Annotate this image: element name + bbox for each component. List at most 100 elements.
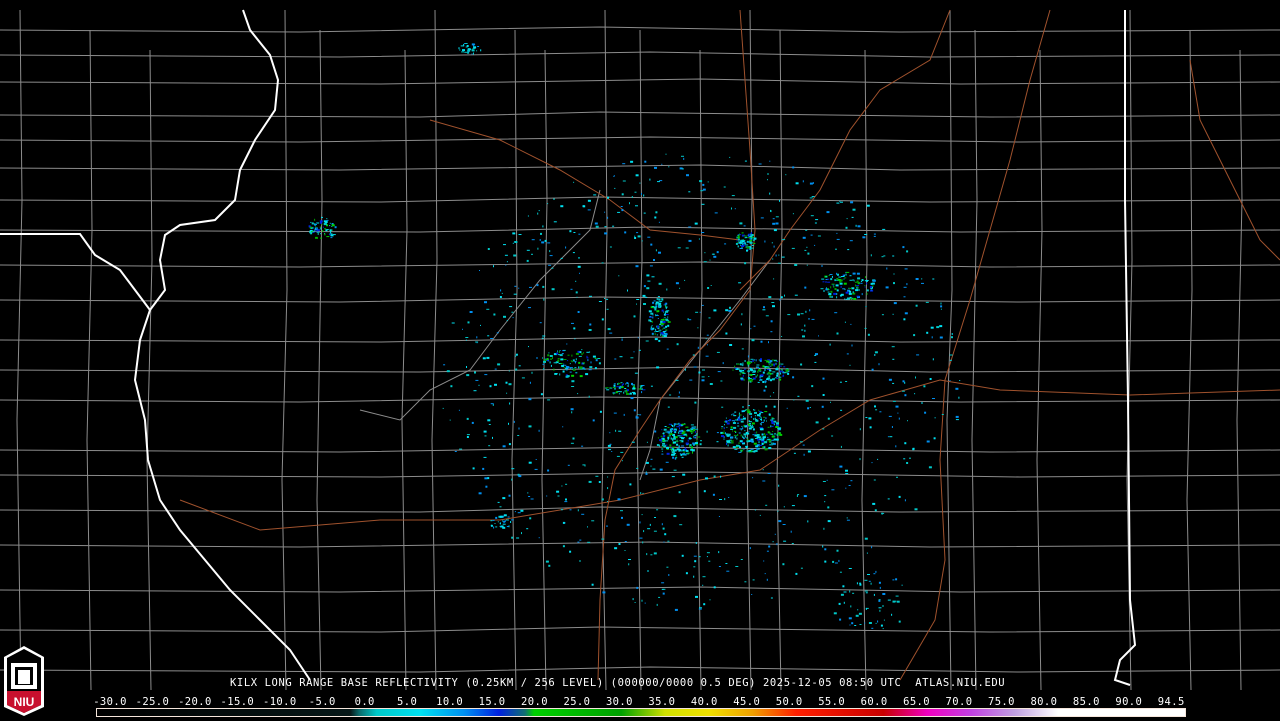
echo-pixel — [741, 313, 743, 316]
colorbar-tick-label: -30.0 — [93, 696, 127, 708]
echo-pixel — [759, 359, 762, 362]
echo-pixel — [656, 366, 660, 369]
echo-pixel — [548, 352, 550, 354]
echo-pixel — [731, 207, 732, 210]
echo-pixel — [800, 363, 803, 366]
echo-pixel — [826, 211, 830, 214]
echo-pixel — [831, 283, 835, 285]
echo-pixel — [631, 382, 633, 385]
echo-pixel — [838, 276, 842, 278]
echo-pixel — [645, 472, 648, 475]
echo-pixel — [570, 442, 574, 444]
echo-pixel — [762, 309, 766, 311]
echo-pixel — [682, 433, 685, 435]
echo-pixel — [575, 358, 577, 361]
echo-pixel — [729, 306, 731, 309]
echo-pixel — [577, 393, 579, 395]
echo-pixel — [689, 444, 691, 447]
echo-pixel — [720, 380, 723, 382]
echo-pixel — [649, 321, 652, 323]
echo-pixel — [685, 247, 689, 249]
echo-pixel — [839, 571, 842, 573]
echo-pixel — [656, 310, 659, 313]
echo-pixel — [680, 424, 684, 426]
echo-pixel — [663, 311, 665, 313]
echo-pixel — [562, 370, 565, 373]
echo-pixel — [901, 584, 903, 586]
echo-pixel — [693, 575, 695, 578]
echo-pixel — [738, 451, 742, 453]
echo-pixel — [748, 421, 752, 423]
echo-pixel — [898, 417, 900, 420]
echo-pixel — [581, 353, 583, 356]
echo-pixel — [940, 308, 942, 310]
echo-pixel — [867, 574, 870, 575]
echo-pixel — [316, 231, 320, 233]
echo-pixel — [750, 239, 753, 242]
echo-pixel — [664, 317, 666, 318]
echo-pixel — [871, 285, 874, 287]
echo-pixel — [659, 468, 663, 471]
echo-pixel — [688, 226, 692, 228]
echo-pixel — [800, 313, 804, 315]
echo-pixel — [567, 464, 570, 466]
echo-pixel — [759, 379, 761, 381]
echo-pixel — [641, 385, 645, 386]
echo-pixel — [640, 492, 642, 495]
echo-pixel — [699, 311, 701, 313]
echo-pixel — [566, 366, 570, 369]
echo-pixel — [892, 358, 895, 360]
echo-pixel — [806, 246, 808, 248]
echo-pixel — [732, 446, 736, 449]
echo-pixel — [586, 355, 588, 358]
echo-pixel — [804, 249, 807, 251]
echo-pixel — [934, 417, 936, 419]
echo-pixel — [670, 431, 672, 433]
echo-pixel — [866, 289, 869, 292]
echo-pixel — [732, 440, 734, 442]
echo-pixel — [698, 556, 701, 558]
echo-pixel — [653, 530, 657, 532]
echo-pixel — [641, 391, 643, 394]
echo-pixel — [751, 236, 755, 238]
echo-pixel — [658, 329, 662, 331]
echo-pixel — [658, 221, 660, 223]
echo-pixel — [494, 523, 496, 524]
echo-pixel — [537, 212, 539, 215]
echo-pixel — [878, 599, 881, 602]
echo-pixel — [528, 425, 532, 428]
echo-pixel — [487, 419, 491, 422]
echo-pixel — [659, 331, 661, 333]
echo-pixel — [747, 411, 751, 414]
echo-pixel — [528, 398, 532, 401]
echo-pixel — [574, 367, 577, 369]
echo-pixel — [663, 541, 665, 543]
echo-pixel — [467, 49, 471, 52]
echo-pixel — [755, 366, 759, 368]
echo-pixel — [442, 407, 444, 409]
echo-pixel — [752, 428, 755, 431]
echo-pixel — [745, 446, 748, 449]
echo-pixel — [860, 281, 862, 282]
echo-pixel — [736, 236, 738, 239]
echo-pixel — [761, 421, 764, 423]
echo-pixel — [769, 395, 771, 397]
echo-pixel — [755, 419, 758, 422]
echo-pixel — [824, 495, 827, 497]
echo-pixel — [941, 414, 944, 415]
echo-pixel — [743, 378, 745, 381]
echo-pixel — [665, 314, 669, 316]
echo-pixel — [662, 527, 665, 530]
county-line — [0, 396, 1280, 403]
echo-pixel — [906, 283, 908, 286]
echo-pixel — [892, 600, 896, 603]
echo-pixel — [926, 331, 929, 334]
echo-pixel — [652, 468, 656, 470]
echo-pixel — [678, 391, 680, 394]
echo-pixel — [582, 362, 585, 364]
echo-pixel — [845, 469, 848, 472]
echo-pixel — [753, 359, 755, 361]
echo-pixel — [679, 449, 682, 452]
echo-pixel — [753, 442, 757, 445]
